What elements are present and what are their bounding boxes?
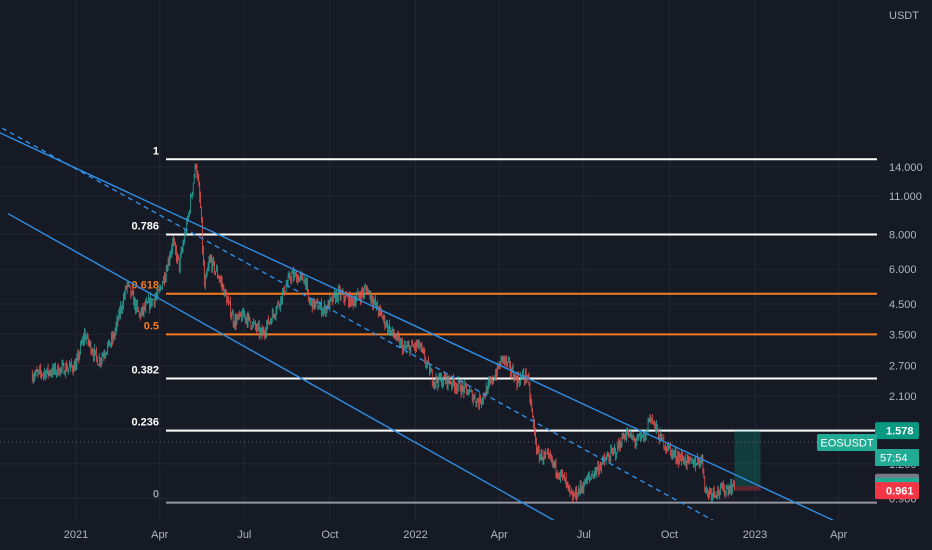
target-zone[interactable]: [734, 430, 761, 487]
time-tick-label: Oct: [321, 529, 338, 541]
countdown-tag: 57:54: [875, 449, 919, 466]
fib-level-label: 0.382: [131, 364, 159, 376]
price-tick-label: 11.000: [889, 191, 922, 203]
price-tick-label: 4.500: [889, 299, 917, 311]
price-tick-label: 6.000: [889, 264, 917, 276]
currency-label: USDT: [889, 10, 919, 22]
price-label-text: 1.578: [886, 426, 914, 438]
time-tick-label: Apr: [151, 529, 168, 541]
time-tick-label: 2022: [403, 529, 427, 541]
price-label-box: [875, 482, 919, 500]
price-labels: 1.5781.0300.9960.961: [875, 422, 919, 500]
fib-level-label: 0.5: [144, 320, 159, 332]
price-label-text: 0.961: [886, 486, 914, 498]
price-tick-label: 14.000: [889, 162, 923, 174]
time-axis-ticks: 2021 Apr Jul Oct 2022 Apr Jul Oct 2023 Apr: [64, 529, 848, 541]
channel-line[interactable]: [7, 213, 641, 550]
time-tick-label: Oct: [661, 529, 678, 541]
price-tick-label: 3.500: [889, 329, 917, 341]
fib-level-label: 1: [153, 145, 159, 157]
fib-level-label: 0.236: [131, 417, 159, 429]
price-label-box: [875, 422, 919, 440]
symbol-label: EOSUSDT: [820, 438, 873, 450]
time-tick-label: Jul: [237, 529, 251, 541]
descending-channel[interactable]: [0, 124, 853, 550]
candlestick-series: [31, 163, 735, 503]
price-tick-label: 2.100: [889, 391, 917, 403]
time-tick-label: Apr: [491, 529, 508, 541]
long-position-tool[interactable]: [734, 430, 761, 491]
fib-level-label: 0.786: [131, 220, 159, 232]
time-tick-label: Jul: [577, 529, 591, 541]
fib-level-label: 0: [153, 489, 159, 501]
fib-level-label: 0.618: [131, 280, 159, 292]
time-tick-label: 2023: [743, 529, 767, 541]
stop-zone[interactable]: [734, 486, 761, 491]
fibonacci-retracement[interactable]: 1 0.786 0.618 0.5 0.382 0.236 0: [131, 145, 877, 504]
price-tick-label: 8.000: [889, 229, 917, 241]
channel-line[interactable]: [0, 124, 853, 530]
time-tick-label: 2021: [64, 529, 88, 541]
time-tick-label: Apr: [830, 529, 847, 541]
time-axis[interactable]: [0, 520, 932, 550]
symbol-tag[interactable]: EOSUSDT: [817, 434, 877, 451]
price-tick-label: 2.700: [889, 361, 917, 373]
channel-line[interactable]: [0, 124, 756, 545]
countdown-label: 57:54: [880, 453, 908, 465]
